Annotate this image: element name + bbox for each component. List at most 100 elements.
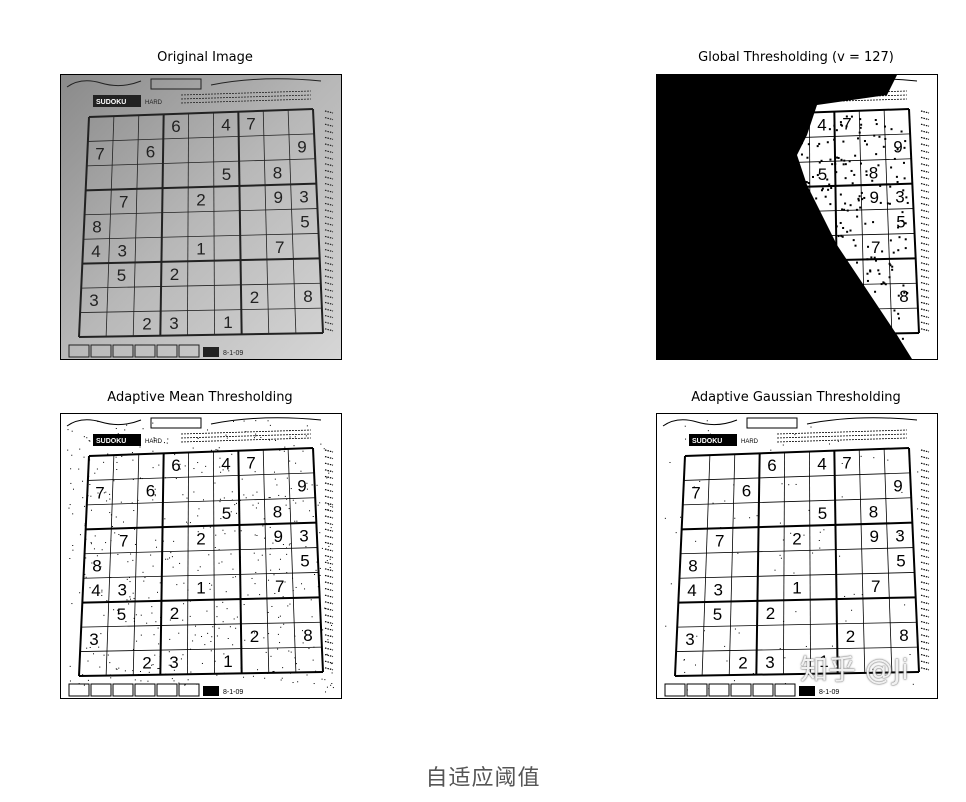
side-text-line bbox=[920, 555, 930, 559]
speckle bbox=[788, 484, 790, 486]
side-text-line bbox=[920, 249, 930, 253]
speckle bbox=[851, 182, 854, 185]
speckle bbox=[881, 250, 884, 253]
side-text-line bbox=[324, 202, 334, 206]
speckle bbox=[255, 433, 257, 435]
speckle bbox=[94, 472, 96, 474]
side-text-line bbox=[920, 482, 930, 486]
speckle bbox=[270, 569, 272, 571]
speckle bbox=[131, 452, 133, 454]
speckle bbox=[818, 228, 821, 231]
grid-line-vertical bbox=[701, 455, 711, 676]
grid-line-horizontal bbox=[86, 158, 316, 167]
speckle bbox=[694, 664, 696, 666]
speckle bbox=[154, 494, 156, 496]
speckle bbox=[906, 201, 909, 204]
speckle bbox=[842, 163, 845, 166]
speckle bbox=[229, 626, 231, 628]
speckle bbox=[816, 238, 819, 241]
title-adaptive-gaussian: Adaptive Gaussian Thresholding bbox=[691, 390, 901, 405]
speckle bbox=[873, 457, 875, 459]
speckle bbox=[199, 566, 201, 568]
speckle bbox=[891, 683, 893, 685]
speckle bbox=[897, 226, 900, 229]
speckle bbox=[805, 645, 807, 647]
speckle bbox=[304, 588, 306, 590]
speckle bbox=[866, 279, 869, 282]
speckle bbox=[882, 145, 885, 148]
speckle bbox=[839, 121, 842, 124]
side-text-line bbox=[324, 561, 334, 565]
speckle bbox=[245, 497, 247, 499]
sudoku-digit: 5 bbox=[222, 165, 231, 184]
speckle bbox=[197, 531, 199, 533]
speckle bbox=[909, 654, 911, 656]
speckle bbox=[120, 501, 122, 503]
speckle bbox=[904, 222, 907, 225]
speckle bbox=[897, 249, 900, 252]
speckle bbox=[271, 605, 273, 607]
speckle bbox=[113, 609, 115, 611]
side-text-line bbox=[920, 229, 930, 233]
speckle bbox=[843, 208, 846, 211]
speckle bbox=[726, 660, 728, 662]
speckle bbox=[106, 500, 108, 502]
side-text-line bbox=[324, 607, 334, 611]
speckle bbox=[257, 502, 259, 504]
grid-line-vertical bbox=[312, 447, 324, 673]
speckle bbox=[282, 544, 284, 546]
speckle bbox=[224, 466, 226, 468]
speckle bbox=[842, 140, 845, 143]
speckle bbox=[846, 271, 849, 274]
side-text-line bbox=[324, 614, 334, 618]
grid-line-horizontal bbox=[80, 646, 322, 652]
speckle bbox=[903, 348, 906, 351]
side-text-line bbox=[920, 508, 930, 512]
speckle bbox=[89, 484, 91, 486]
speckle bbox=[210, 640, 212, 642]
speckle bbox=[230, 553, 232, 555]
speckle bbox=[897, 312, 900, 315]
side-text-line bbox=[324, 196, 334, 200]
speckle bbox=[268, 633, 270, 635]
side-text-line bbox=[324, 555, 334, 559]
side-text-line bbox=[920, 328, 930, 332]
speckle bbox=[898, 236, 901, 239]
sudoku-header-label: SUDOKU bbox=[96, 99, 126, 106]
speckle bbox=[151, 664, 153, 666]
speckle bbox=[901, 219, 904, 222]
speckle bbox=[724, 500, 726, 502]
speckle bbox=[260, 436, 262, 438]
speckle bbox=[781, 483, 783, 485]
speckle bbox=[861, 198, 864, 201]
side-text-line bbox=[920, 235, 930, 239]
speckle bbox=[273, 670, 275, 672]
side-text-line bbox=[920, 574, 930, 578]
speckle bbox=[316, 484, 318, 486]
speckle bbox=[868, 346, 871, 349]
side-text-line bbox=[920, 156, 930, 160]
speckle bbox=[222, 621, 224, 623]
speckle bbox=[110, 514, 112, 516]
grid-line-horizontal bbox=[78, 332, 324, 338]
speckle bbox=[189, 600, 191, 602]
speckle bbox=[306, 674, 308, 676]
speckle bbox=[243, 604, 245, 606]
speckle bbox=[324, 607, 326, 609]
speckle bbox=[309, 510, 311, 512]
speckle bbox=[79, 448, 81, 450]
sudoku-digit: 1 bbox=[196, 579, 205, 598]
grid-line-vertical bbox=[883, 109, 893, 334]
side-text-line bbox=[920, 588, 930, 592]
speckle bbox=[812, 552, 814, 554]
speckle bbox=[152, 499, 154, 501]
side-text-line bbox=[920, 528, 930, 532]
speckle bbox=[193, 468, 195, 470]
speckle bbox=[215, 449, 217, 451]
speckle bbox=[801, 176, 804, 179]
sudoku-digit: 7 bbox=[275, 238, 284, 257]
sudoku-digit: 1 bbox=[223, 652, 232, 671]
speckle bbox=[105, 542, 107, 544]
speckle bbox=[912, 683, 914, 685]
speckle bbox=[841, 208, 844, 211]
